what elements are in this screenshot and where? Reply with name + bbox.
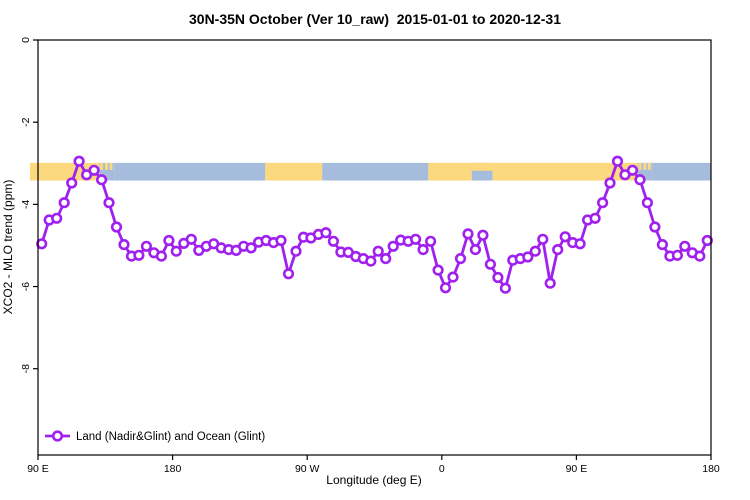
data-point <box>649 221 661 233</box>
x-tick-label: 90 E <box>566 463 588 475</box>
data-point <box>656 239 669 251</box>
data-point <box>462 228 474 240</box>
data-point <box>477 229 489 241</box>
band-island-chip <box>100 162 104 170</box>
data-point <box>671 249 684 261</box>
data-point <box>596 197 609 209</box>
data-point <box>73 155 85 167</box>
band-island-chip <box>647 162 651 170</box>
band-segment-ocean <box>114 162 266 181</box>
data-point <box>484 258 497 270</box>
data-point <box>679 240 691 252</box>
data-point <box>58 197 70 209</box>
data-point <box>522 251 534 263</box>
data-point <box>604 177 616 189</box>
y-tick-label: -2 <box>20 117 32 126</box>
legend-marker-icon <box>51 430 64 442</box>
chart-title: 30N-35N October (Ver 10_raw) 2015-01-01 … <box>189 11 561 27</box>
data-point <box>51 212 63 224</box>
data-point <box>611 155 624 167</box>
data-point <box>447 271 459 283</box>
data-point <box>552 244 564 256</box>
data-point <box>634 174 646 186</box>
band-segment-ocean <box>322 162 429 181</box>
band-island-chip <box>105 162 108 170</box>
data-point <box>320 227 332 239</box>
data-point <box>439 282 452 294</box>
data-point <box>185 233 197 245</box>
data-point <box>275 234 287 247</box>
data-point <box>469 244 482 256</box>
data-point <box>417 244 429 256</box>
data-point <box>589 212 601 224</box>
data-point <box>410 233 422 245</box>
data-point <box>88 164 100 176</box>
data-point <box>559 231 571 243</box>
data-point <box>492 271 504 284</box>
x-tick-label: 180 <box>702 463 720 475</box>
plot-border <box>37 39 712 456</box>
data-point <box>372 245 384 257</box>
data-point <box>118 239 130 251</box>
band-island-chip <box>109 162 113 170</box>
data-point <box>425 235 437 247</box>
data-point <box>365 255 377 267</box>
y-tick-label: -4 <box>20 200 32 209</box>
data-point <box>432 264 444 276</box>
band-segment-land <box>428 162 472 181</box>
data-point <box>133 249 145 261</box>
data-point <box>387 240 399 252</box>
data-point <box>327 235 340 247</box>
x-axis-label: Longitude (deg E) <box>326 473 421 487</box>
band-segment-ocean <box>652 162 711 181</box>
data-point <box>66 177 78 189</box>
legend-label: Land (Nadir&Glint) and Ocean (Glint) <box>76 431 265 443</box>
data-point <box>701 234 713 247</box>
data-point <box>163 234 175 247</box>
y-tick-label: -8 <box>20 364 32 373</box>
band-island-chip <box>638 162 642 170</box>
data-point <box>103 197 115 209</box>
data-point <box>170 245 182 257</box>
data-point <box>155 250 167 262</box>
data-point <box>110 221 123 233</box>
y-axis-label: XCO2 - MLO trend (ppm) <box>1 180 15 315</box>
x-tick-label: 90 E <box>27 463 49 475</box>
axes: 90 E 180 90 W 0 90 E 180 0 -2 -4 -6 -8 <box>20 37 720 475</box>
data-point <box>245 242 257 254</box>
data-point <box>95 174 108 186</box>
y-tick-label: -6 <box>20 282 32 291</box>
data-point <box>282 268 295 280</box>
data-point <box>641 197 654 209</box>
data-point <box>529 245 541 257</box>
y-tick-label: 0 <box>20 37 32 43</box>
data-point <box>454 253 467 265</box>
data-point <box>380 253 392 265</box>
band-segment-land <box>265 162 323 181</box>
data-series <box>36 155 713 294</box>
band-segment-mixed-land <box>471 162 493 171</box>
data-point <box>140 240 152 252</box>
data-point <box>36 238 48 250</box>
data-point <box>574 238 586 250</box>
data-point <box>290 245 302 257</box>
band-segment-land <box>492 162 638 181</box>
legend: Land (Nadir&Glint) and Ocean (Glint) <box>45 430 265 443</box>
band-island-chip <box>643 162 647 170</box>
data-point <box>544 277 556 289</box>
x-tick-label: 180 <box>164 463 182 475</box>
data-point <box>537 233 549 245</box>
x-tick-label: 0 <box>439 463 445 475</box>
data-point <box>626 164 639 176</box>
data-point <box>694 250 706 262</box>
data-point <box>499 282 512 294</box>
x-tick-label: 90 W <box>295 463 320 475</box>
map-band <box>30 162 711 181</box>
